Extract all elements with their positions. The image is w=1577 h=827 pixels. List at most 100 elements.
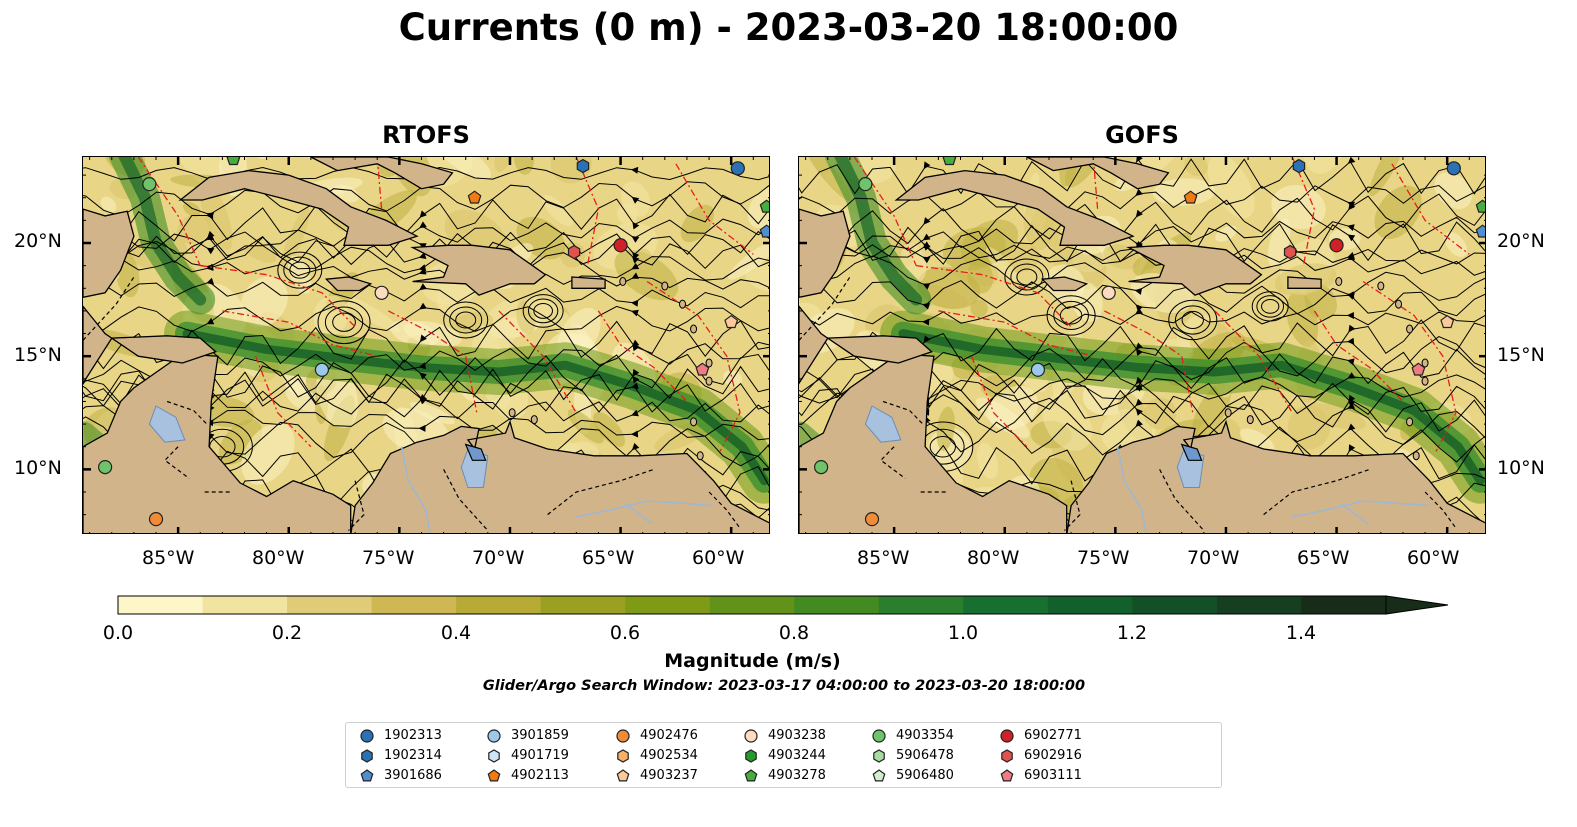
float-marker-3901686[interactable] <box>759 224 770 238</box>
legend-marker-4903278[interactable] <box>744 768 758 781</box>
float-marker-1902313[interactable] <box>1446 161 1461 176</box>
x-tick-gofs-60w: 60°W <box>1407 547 1460 569</box>
legend-marker-4902113[interactable] <box>487 768 501 781</box>
float-marker-4903278[interactable] <box>1475 199 1486 213</box>
eddy-streamline <box>1251 291 1289 322</box>
y-tick-10n-left: 10°N <box>14 457 62 479</box>
legend-marker-4903244[interactable] <box>745 748 757 763</box>
legend-marker-1902314[interactable] <box>361 748 373 763</box>
land-yucatan-honduras <box>799 305 933 385</box>
eddy-streamline <box>443 301 489 339</box>
country-border <box>1263 468 1370 516</box>
float-marker-6902771[interactable] <box>613 238 628 253</box>
float-marker-6903111[interactable] <box>1411 362 1426 376</box>
legend-item-1902314: 1902314 <box>360 748 442 763</box>
float-marker-4903278[interactable] <box>226 157 241 166</box>
eddy-streamline <box>1261 299 1280 314</box>
legend-label: 4903244 <box>768 748 826 763</box>
legend-marker-3901859[interactable] <box>487 728 501 743</box>
legend-label: 3901859 <box>511 728 569 743</box>
land-central-america <box>83 353 352 533</box>
legend-marker-4902476[interactable] <box>616 728 630 743</box>
axis-ticks <box>799 157 1485 533</box>
river <box>400 446 431 533</box>
colorbar-segment <box>1216 596 1303 614</box>
x-tick-rtofs-60w: 60°W <box>692 547 745 569</box>
legend-marker-6902916[interactable] <box>1001 748 1013 763</box>
y-tick-20n-right: 20°N <box>1497 230 1545 252</box>
float-marker-4903238[interactable] <box>374 285 389 300</box>
float-marker-1902313[interactable] <box>730 161 745 176</box>
land-jamaica <box>1040 276 1089 292</box>
legend-marker-5906480[interactable] <box>872 768 886 781</box>
colorbar-segment <box>118 596 204 614</box>
country-border <box>799 276 851 341</box>
colorbar-segment <box>1047 596 1133 614</box>
float-marker-4902476[interactable] <box>148 512 164 527</box>
legend-marker-4903354[interactable] <box>872 728 886 743</box>
legend-marker-5906478[interactable] <box>873 748 885 763</box>
x-tick-gofs-70w: 70°W <box>1187 547 1240 569</box>
float-marker-6902916[interactable] <box>1283 244 1297 260</box>
legend-item-3901686: 3901686 <box>360 768 442 783</box>
float-marker-4902476[interactable] <box>864 512 880 527</box>
legend-marker-4901719[interactable] <box>488 748 500 763</box>
x-tick-gofs-65w: 65°W <box>1297 547 1350 569</box>
float-marker-4903354[interactable] <box>814 459 829 475</box>
x-tick-rtofs-75w: 75°W <box>362 547 415 569</box>
float-marker-4903278[interactable] <box>942 157 957 166</box>
float-marker-4903238[interactable] <box>1101 285 1116 300</box>
float-marker-4902113[interactable] <box>467 190 482 204</box>
river <box>1292 500 1430 518</box>
float-marker-6903111[interactable] <box>695 362 710 376</box>
legend-item-4903237: 4903237 <box>616 768 698 783</box>
float-marker-4903354[interactable] <box>98 459 113 475</box>
float-marker-4903354[interactable] <box>858 177 873 192</box>
float-marker-3901859[interactable] <box>1030 362 1046 377</box>
legend-marker-4903237[interactable] <box>616 768 630 781</box>
eddy-streamline <box>324 306 364 338</box>
country-border <box>882 400 924 425</box>
land-bahamas <box>310 157 454 190</box>
eddy-streamline <box>332 312 356 332</box>
float-marker-3901859[interactable] <box>314 362 330 377</box>
y-tick-15n-right: 15°N <box>1497 344 1545 366</box>
float-marker-4903237[interactable] <box>724 314 739 329</box>
float-marker-1902314[interactable] <box>1292 158 1306 174</box>
float-marker-3901686[interactable] <box>1475 224 1486 238</box>
cb-tick-7: 1.4 <box>1285 622 1317 644</box>
legend-marker-4903238[interactable] <box>744 728 758 743</box>
colorbar-segment <box>371 596 457 614</box>
land-cuba <box>894 169 1135 246</box>
float-marker-4903278[interactable] <box>759 199 770 213</box>
country-border <box>1064 480 1081 531</box>
float-marker-6902916[interactable] <box>567 244 581 260</box>
land-yucatan-north <box>83 208 135 298</box>
legend-label: 6902916 <box>1024 748 1082 763</box>
legend-marker-1902313[interactable] <box>360 728 374 743</box>
float-marker-1902314[interactable] <box>576 158 590 174</box>
eddy-streamline <box>522 294 564 328</box>
legend-item-4903238: 4903238 <box>744 728 826 743</box>
axis-ticks <box>83 157 769 533</box>
cb-tick-1: 0.2 <box>271 622 303 644</box>
legend-marker-6902771[interactable] <box>1000 728 1014 743</box>
lake-maracaibo <box>1180 443 1203 461</box>
float-legend: 1902313 1902314 3901686 3901859 4901719 49021… <box>345 722 1222 788</box>
float-marker-4903354[interactable] <box>142 177 157 192</box>
land-yucatan-north <box>799 208 851 298</box>
legend-label: 4901719 <box>511 748 569 763</box>
lake <box>864 405 902 443</box>
legend-item-6902916: 6902916 <box>1000 748 1082 763</box>
legend-label: 6903111 <box>1024 768 1082 783</box>
map-gofs[interactable] <box>798 156 1486 534</box>
legend-marker-4902534[interactable] <box>617 748 629 763</box>
float-marker-6902771[interactable] <box>1329 238 1344 253</box>
float-marker-4903237[interactable] <box>1440 314 1455 329</box>
float-marker-4902113[interactable] <box>1183 190 1198 204</box>
legend-marker-3901686[interactable] <box>360 768 374 781</box>
legend-label: 4903238 <box>768 728 826 743</box>
legend-label: 5906478 <box>896 748 954 763</box>
map-rtofs[interactable] <box>82 156 770 534</box>
legend-marker-6903111[interactable] <box>1000 768 1014 781</box>
